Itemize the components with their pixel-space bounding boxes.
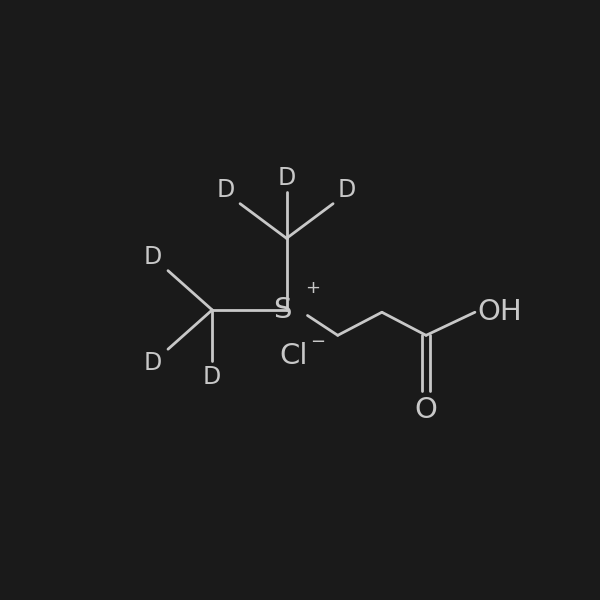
Text: D: D bbox=[277, 166, 296, 190]
Text: +: + bbox=[305, 279, 320, 297]
Text: D: D bbox=[143, 351, 162, 375]
Text: Cl: Cl bbox=[279, 342, 308, 370]
Text: S: S bbox=[272, 296, 291, 324]
Text: −: − bbox=[310, 333, 325, 351]
Text: OH: OH bbox=[477, 298, 522, 326]
Text: D: D bbox=[217, 178, 235, 202]
Text: D: D bbox=[143, 245, 162, 269]
Text: O: O bbox=[415, 396, 437, 424]
Text: D: D bbox=[338, 178, 356, 202]
Text: D: D bbox=[203, 365, 221, 389]
